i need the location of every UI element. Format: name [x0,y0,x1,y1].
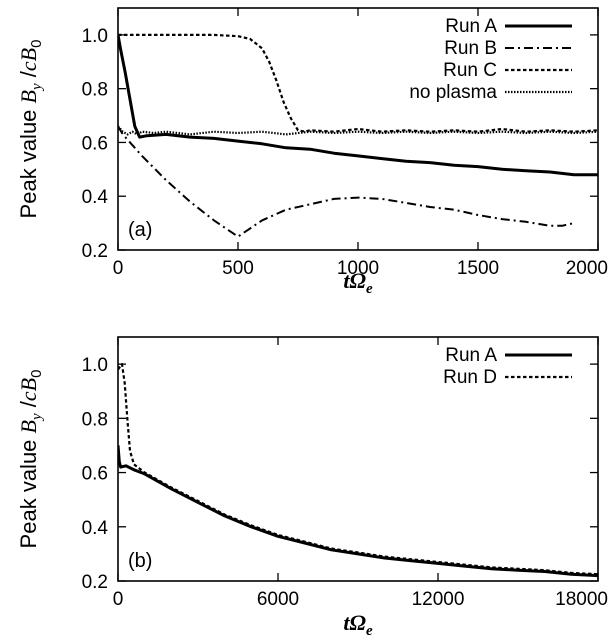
x-tick-label: 2000 [566,258,608,279]
y-tick-label: 0.4 [82,518,109,539]
legend-entry-label: Run B [444,38,497,59]
y-axis-label: Peak value By /cB0 [16,40,45,219]
x-tick-label: 500 [222,258,254,279]
x-axis-label-text: tΩe [343,268,373,297]
panel-label: (a) [128,219,152,241]
legend-entry-label: Run A [445,345,497,366]
y-tick-label: 0.6 [82,464,108,485]
series-line-1 [118,34,598,177]
legend-entry-label: no plasma [409,82,497,103]
x-tick-label: 1500 [457,258,499,279]
x-tick-label: 12000 [412,589,465,610]
series-line-3 [118,33,598,133]
y-tick-label: 0.2 [82,572,108,593]
x-tick-label: 0 [113,258,124,279]
series-line-1 [118,445,598,578]
panel-b: Peak value By /cB0 0 6000 12000 18000 0.2 0.4… [16,336,608,639]
legend-entry-label: Run D [443,367,497,388]
series-line-2 [118,125,575,238]
x-axis-label-text: tΩe [343,610,373,639]
y-tick-label: 0.8 [82,409,108,430]
x-axis-label: tΩe [343,610,373,639]
y-tick-label: 0.6 [82,133,108,154]
plot-frame [117,336,599,582]
series-line-2 [118,363,598,576]
y-tick-label: 0.2 [82,241,108,262]
x-axis-label: tΩe [343,268,373,297]
plot-frame [117,7,599,251]
y-axis-label-text: Peak value By /cB0 [16,40,45,219]
series-line-4 [118,125,598,136]
panel-a: Peak value By /cB0 0 500 1000 1500 2000 0.2 0.… [16,7,608,297]
y-tick-label: 1.0 [82,26,108,47]
y-tick-label: 0.4 [82,187,109,208]
legend-entry-label: Run A [445,16,497,37]
x-tick-label: 6000 [257,589,299,610]
y-tick-label: 0.8 [82,80,108,101]
x-tick-label: 18000 [555,589,608,610]
x-tick-label: 0 [113,589,124,610]
panel-label: (b) [128,550,152,572]
x-tick-label: 1000 [337,258,379,279]
y-tick-label: 1.0 [82,355,108,376]
legend-entry-label: Run C [443,60,497,81]
y-axis-label-text: Peak value By /cB0 [16,370,45,549]
y-axis-label: Peak value By /cB0 [16,370,45,549]
